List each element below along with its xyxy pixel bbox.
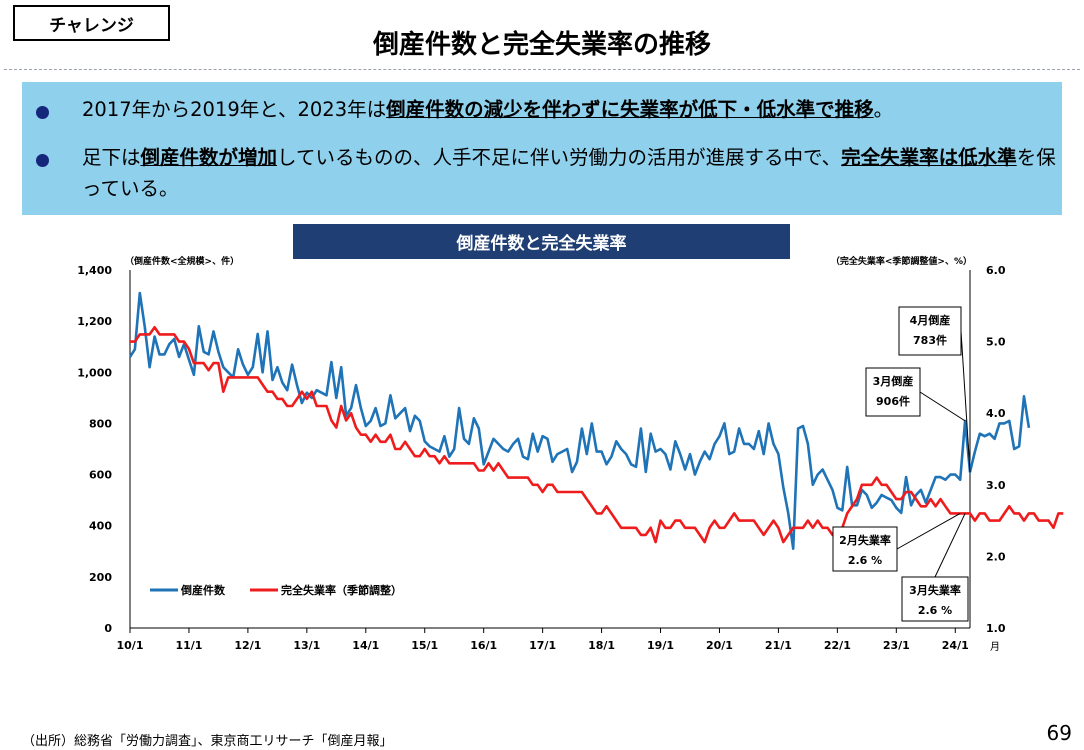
right-axis-title: （完全失業率<季節調整値>、%） xyxy=(831,255,972,267)
bullet-text-segment: 。 xyxy=(873,98,894,121)
x-tick-label: 22/1 xyxy=(824,639,851,652)
annotation-leader-line xyxy=(934,513,966,578)
x-tick-label: 10/1 xyxy=(117,639,144,652)
x-tick-label: 11/1 xyxy=(175,639,202,652)
x-tick-label: 23/1 xyxy=(883,639,910,652)
annotation-box xyxy=(901,576,969,622)
left-tick-label: 800 xyxy=(89,417,112,430)
legend-label: 完全失業率（季節調整） xyxy=(281,583,402,597)
summary-bullet-2: 足下は倒産件数が増加しているものの、人手不足に伴い労働力の活用が進展する中で、完… xyxy=(22,142,1062,206)
annotation-text: 4月倒産 xyxy=(910,313,951,327)
bullet-text-segment: 足下は xyxy=(82,146,141,169)
right-tick-label: 1.0 xyxy=(986,622,1006,635)
x-unit-label: 月 xyxy=(990,641,1000,653)
left-tick-label: 1,000 xyxy=(77,366,112,379)
x-tick-label: 13/1 xyxy=(293,639,320,652)
summary-box: 2017年から2019年と、2023年は倒産件数の減少を伴わずに失業率が低下・低… xyxy=(22,82,1062,215)
x-tick-label: 12/1 xyxy=(234,639,261,652)
x-tick-label: 14/1 xyxy=(352,639,379,652)
emphasis-text: 完全失業率は低水準 xyxy=(841,146,1017,169)
right-tick-label: 6.0 xyxy=(986,264,1006,277)
annotation-text: 906件 xyxy=(876,394,910,408)
left-tick-label: 1,400 xyxy=(77,264,112,277)
x-tick-label: 15/1 xyxy=(411,639,438,652)
bullet-text-segment: を保っている。 xyxy=(82,146,1056,200)
challenge-tag: チャレンジ xyxy=(13,5,170,41)
left-axis-title: （倒産件数<全規模>、件） xyxy=(125,255,239,267)
emphasis-text: 倒産件数が増加 xyxy=(140,146,278,169)
page-title: 倒産件数と完全失業率の推移 xyxy=(372,30,711,60)
left-tick-label: 400 xyxy=(89,520,112,533)
left-tick-label: 200 xyxy=(89,571,112,584)
unemployment-line xyxy=(130,325,1064,544)
annotation-box xyxy=(898,306,962,356)
left-tick-label: 0 xyxy=(104,622,112,635)
annotation-leader-line xyxy=(919,391,966,422)
annotation-leader-line xyxy=(896,513,961,550)
summary-bullet-text: 2017年から2019年と、2023年は倒産件数の減少を伴わずに失業率が低下・低… xyxy=(82,94,1058,125)
summary-bullet-1: 2017年から2019年と、2023年は倒産件数の減少を伴わずに失業率が低下・低… xyxy=(22,94,1062,126)
title-divider xyxy=(4,69,1080,70)
emphasis-text: 倒産件数の減少を伴わずに失業率が低下・低水準で推移 xyxy=(386,98,874,121)
right-tick-label: 3.0 xyxy=(986,479,1006,492)
annotation-text: 2月失業率 xyxy=(839,533,891,547)
page-number: 69 xyxy=(1046,721,1072,745)
annotation-text: 783件 xyxy=(913,333,947,347)
right-tick-label: 4.0 xyxy=(986,407,1006,420)
summary-bullet-text: 足下は倒産件数が増加しているものの、人手不足に伴い労働力の活用が進展する中で、完… xyxy=(82,142,1058,204)
source-note: （出所）総務省「労働力調査」、東京商工リサーチ「倒産月報」 xyxy=(22,734,393,749)
bankruptcy-line xyxy=(128,291,1031,551)
left-tick-label: 600 xyxy=(89,469,112,482)
bullet-text-segment: 2017年から2019年と、2023年は xyxy=(82,98,387,121)
right-tick-label: 2.0 xyxy=(986,550,1006,563)
annotation-text: 3月倒産 xyxy=(873,374,914,388)
chart-title: 倒産件数と完全失業率 xyxy=(293,224,790,259)
annotation-text: 3月失業率 xyxy=(909,583,961,597)
right-tick-label: 5.0 xyxy=(986,336,1006,349)
bullet-text-segment: しているものの、人手不足に伴い労働力の活用が進展する中で、 xyxy=(277,146,842,169)
x-tick-label: 20/1 xyxy=(706,639,733,652)
x-tick-label: 19/1 xyxy=(647,639,674,652)
x-tick-label: 21/1 xyxy=(765,639,792,652)
x-tick-label: 17/1 xyxy=(529,639,556,652)
bullet-dot-icon xyxy=(36,106,49,119)
legend-label: 倒産件数 xyxy=(180,583,226,597)
annotation-text: 2.6 % xyxy=(848,554,882,567)
annotation-box xyxy=(865,367,921,417)
x-tick-label: 16/1 xyxy=(470,639,497,652)
bullet-dot-icon xyxy=(36,154,49,167)
left-tick-label: 1,200 xyxy=(77,315,112,328)
annotation-box xyxy=(832,526,898,572)
annotation-leader-line xyxy=(960,330,971,473)
annotation-text: 2.6 % xyxy=(918,604,952,617)
x-tick-label: 24/1 xyxy=(942,639,969,652)
x-tick-label: 18/1 xyxy=(588,639,615,652)
